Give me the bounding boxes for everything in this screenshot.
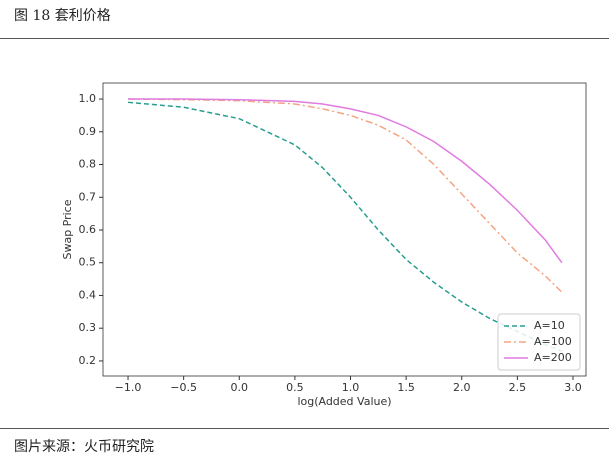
y-tick-label: 0.2 <box>79 354 97 367</box>
x-axis-label: log(Added Value) <box>297 395 391 408</box>
header-rule <box>0 38 609 39</box>
x-tick-label: 2.5 <box>509 381 527 394</box>
x-tick-label: −1.0 <box>115 381 142 394</box>
y-tick-label: 0.5 <box>79 256 97 269</box>
x-tick-label: 2.0 <box>453 381 471 394</box>
legend-box <box>497 313 581 371</box>
legend-label: A=10 <box>534 319 565 332</box>
x-tick-label: 0.5 <box>286 381 304 394</box>
source: 图片来源：火币研究院 <box>14 439 154 455</box>
y-tick-label: 0.7 <box>79 190 97 203</box>
y-tick-label: 1.0 <box>79 92 97 105</box>
legend-label: A=200 <box>534 351 572 364</box>
figure-caption: 图 18 套利价格 <box>14 8 111 24</box>
x-tick-label: 1.5 <box>397 381 415 394</box>
footer-rule <box>0 428 609 429</box>
y-tick-label: 0.6 <box>79 223 97 236</box>
series-line <box>127 101 563 352</box>
series-line <box>128 98 563 264</box>
series-line <box>128 98 563 293</box>
y-axis-label: Swap Price <box>61 199 74 259</box>
x-tick-label: 3.0 <box>564 381 582 394</box>
x-tick-label: −0.5 <box>170 381 197 394</box>
x-tick-label: 1.0 <box>342 381 360 394</box>
x-tick-label: 0.0 <box>231 381 249 394</box>
y-tick-label: 0.9 <box>79 125 97 138</box>
legend-label: A=100 <box>534 335 572 348</box>
y-tick-label: 0.8 <box>79 158 97 171</box>
y-tick-label: 0.4 <box>79 288 97 301</box>
y-tick-label: 0.3 <box>79 321 97 334</box>
